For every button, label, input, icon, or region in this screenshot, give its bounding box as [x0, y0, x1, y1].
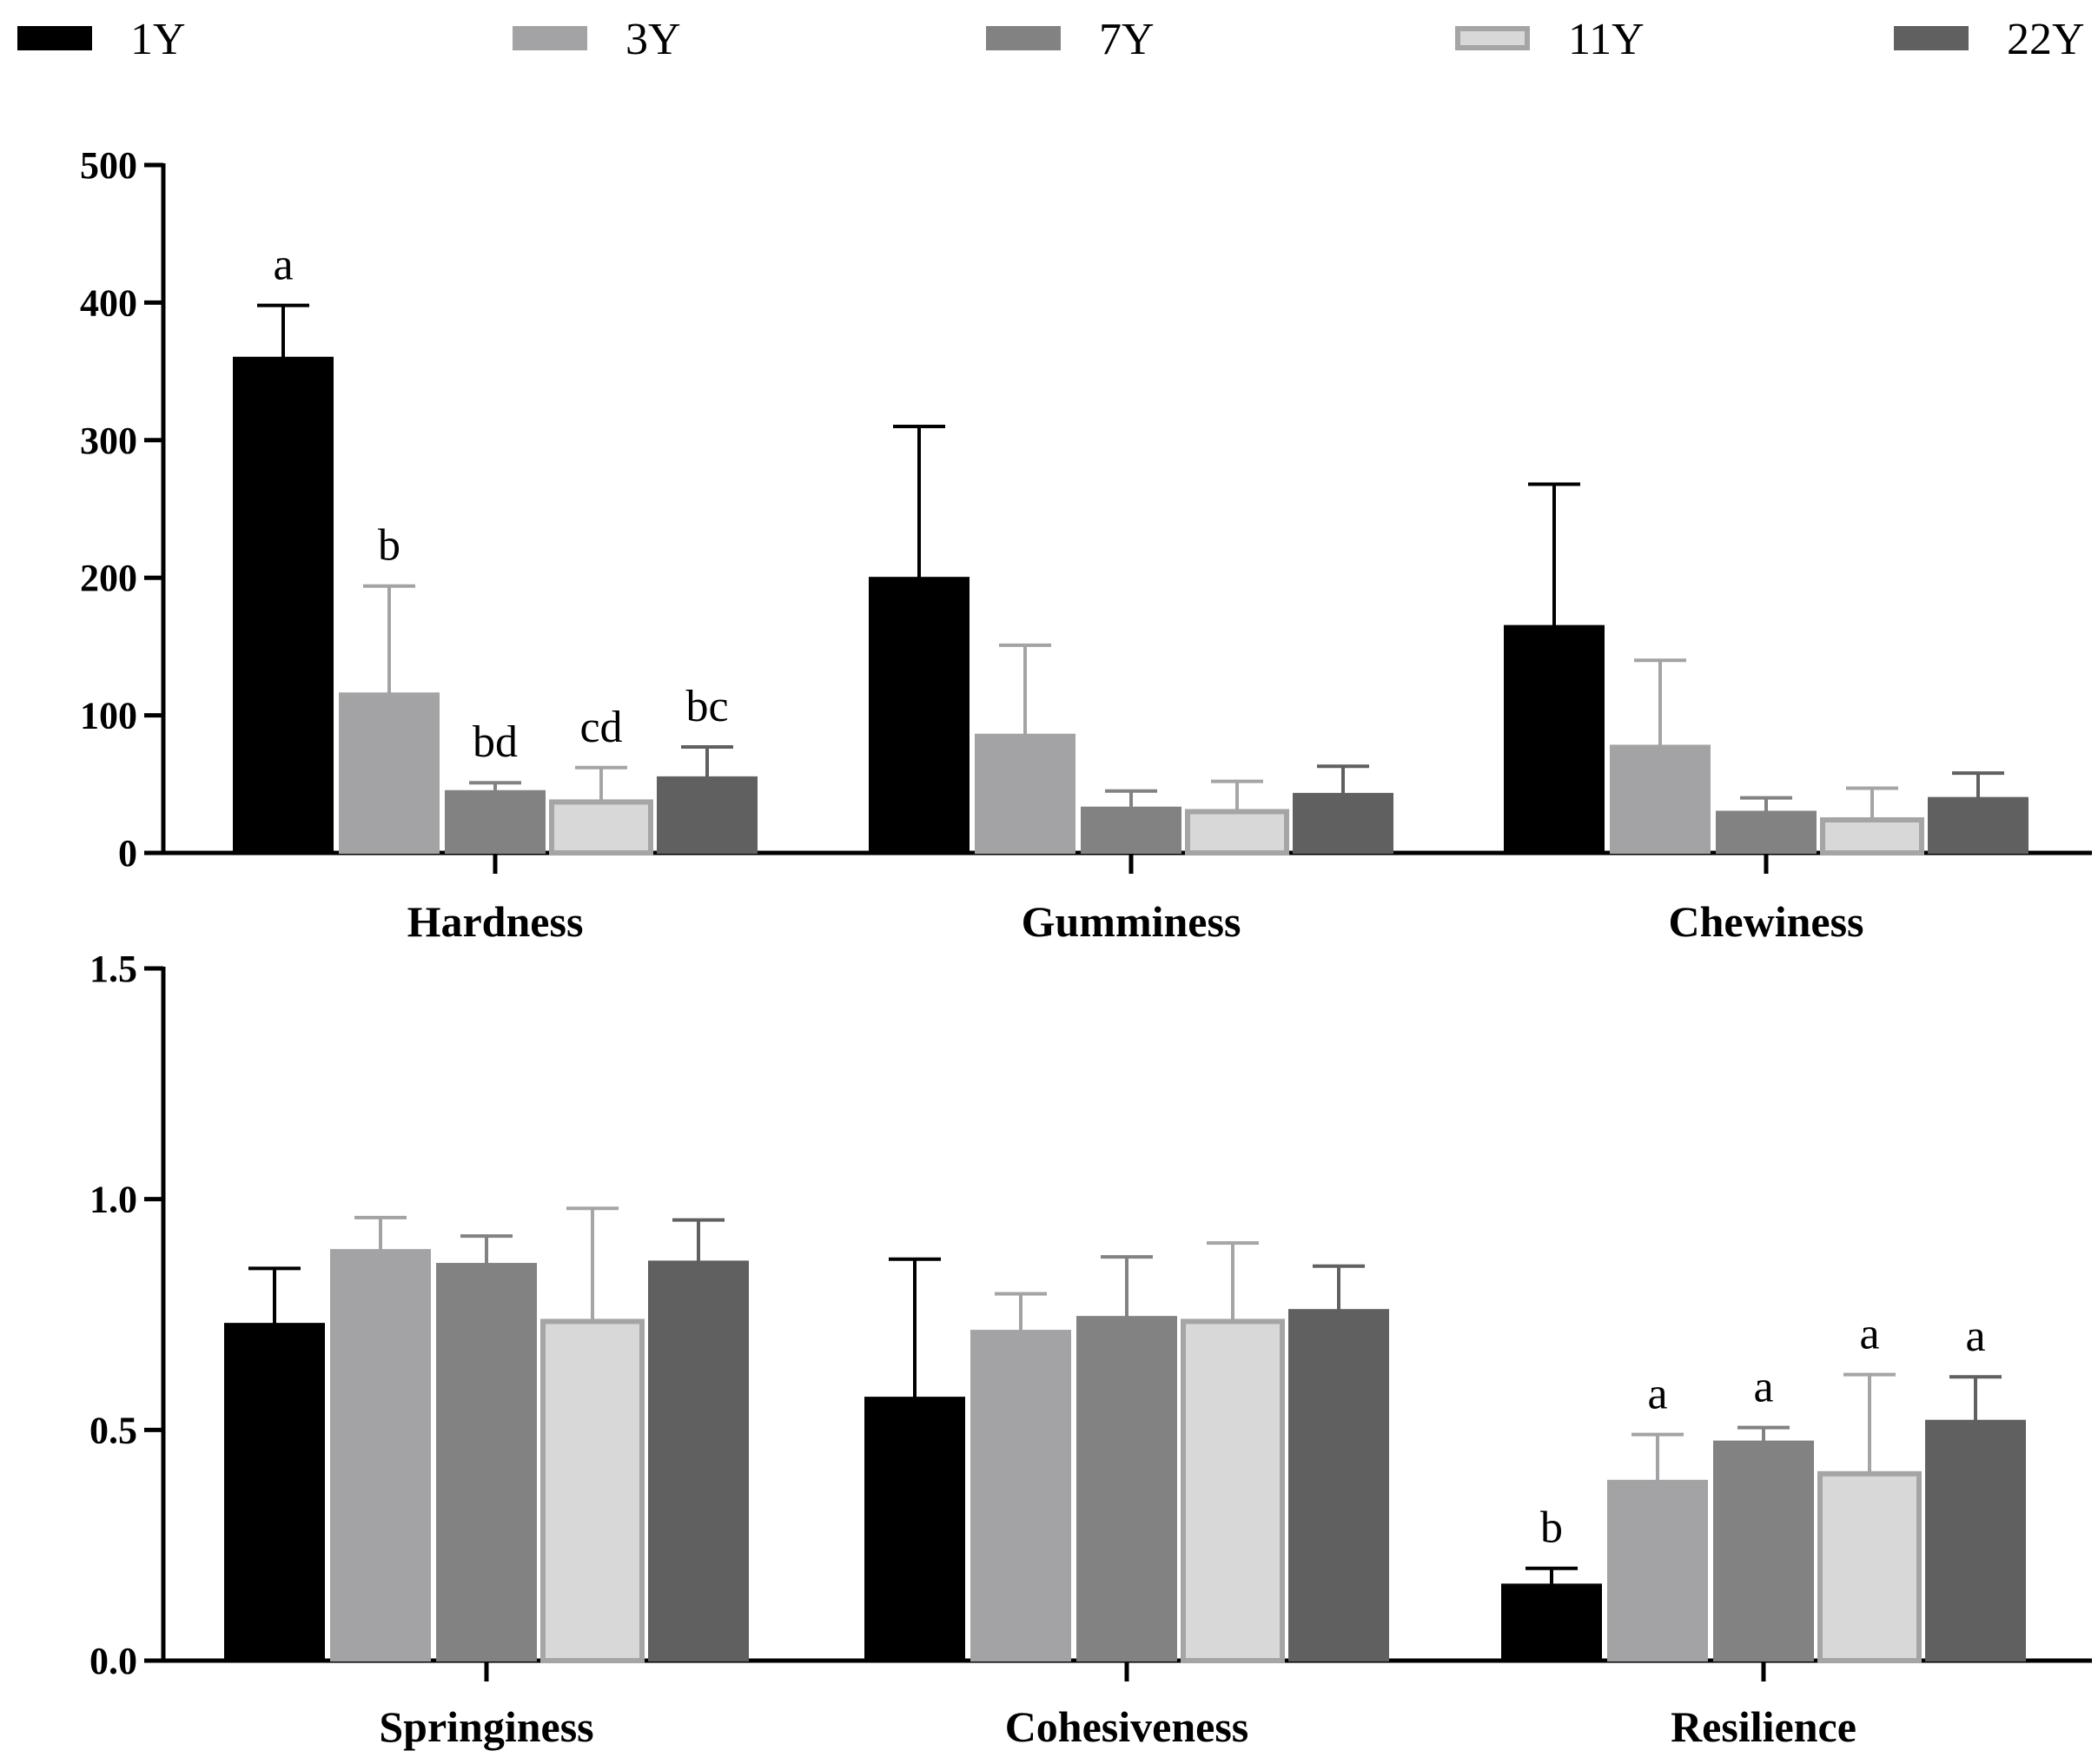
significance-label: a — [1965, 1311, 1985, 1361]
bar-3y-chewiness — [1610, 744, 1711, 854]
x-tick-label: Gumminess — [1022, 897, 1241, 946]
y-tick-label: 0.5 — [89, 1409, 137, 1451]
legend-swatch-1y — [17, 26, 92, 50]
bar-3y-gumminess — [975, 733, 1075, 854]
bar-22y-chewiness — [1928, 796, 2029, 855]
bar-11y-gumminess — [1185, 809, 1289, 856]
y-tick-label: 200 — [80, 557, 137, 599]
legend-label-22y: 22Y — [2007, 15, 2085, 64]
legend-label-11y: 11Y — [1568, 15, 1645, 64]
significance-label: a — [273, 241, 293, 290]
legend-swatch-11y — [1455, 26, 1530, 50]
bar-11y-chewiness — [1820, 816, 1924, 856]
legend-label-1y: 1Y — [130, 15, 186, 64]
bar-22y-springiness — [648, 1260, 749, 1662]
y-tick-label: 400 — [80, 281, 137, 324]
bar-22y-resilience — [1925, 1419, 2026, 1662]
bar-7y-springiness — [436, 1263, 537, 1662]
bar-1y-springiness — [224, 1323, 325, 1662]
significance-label: a — [1859, 1310, 1879, 1359]
significance-label: a — [1753, 1363, 1773, 1412]
y-tick-label: 300 — [80, 420, 137, 462]
bar-11y-springiness — [540, 1318, 645, 1663]
bar-1y-cohesiveness — [864, 1397, 965, 1662]
significance-label: b — [1540, 1503, 1563, 1553]
bar-7y-chewiness — [1716, 810, 1817, 854]
x-tick-label: Resilience — [1671, 1702, 1856, 1751]
bar-11y-cohesiveness — [1181, 1318, 1285, 1663]
y-tick-label: 0 — [118, 832, 137, 875]
significance-label: a — [1647, 1370, 1667, 1419]
legend-swatch-22y — [1894, 26, 1969, 50]
bar-22y-gumminess — [1293, 792, 1393, 854]
legend-swatch-3y — [513, 26, 587, 50]
bar-1y-chewiness — [1504, 624, 1605, 854]
bar-3y-cohesiveness — [970, 1330, 1071, 1662]
legend-swatch-7y — [986, 26, 1061, 50]
x-tick-label: Hardness — [407, 897, 584, 946]
legend-label-7y: 7Y — [1099, 15, 1155, 64]
significance-label: b — [378, 521, 400, 571]
y-tick-label: 1.5 — [89, 948, 137, 990]
y-tick-label: 500 — [80, 144, 137, 187]
significance-label: bc — [685, 682, 728, 731]
y-tick-label: 1.0 — [89, 1179, 137, 1221]
bar-11y-hardness — [549, 799, 653, 856]
bar-7y-hardness — [445, 790, 546, 854]
y-tick-label: 0.0 — [89, 1640, 137, 1682]
chart-panel-top: 0 100 200 300 400 500 Hardness a b bd cd bc Gummines… — [80, 144, 2092, 946]
significance-label: cd — [579, 703, 622, 752]
x-tick-label: Chewiness — [1668, 897, 1863, 946]
bar-1y-gumminess — [869, 577, 970, 854]
significance-label: bd — [473, 717, 518, 767]
bar-1y-resilience — [1501, 1583, 1602, 1662]
chart-panel-bottom: 0.0 0.5 1.0 1.5 Springiness Cohesiveness Resil… — [89, 948, 2092, 1751]
x-tick-label: Springiness — [379, 1702, 593, 1751]
bar-3y-springiness — [330, 1249, 431, 1662]
x-tick-label: Cohesiveness — [1005, 1702, 1249, 1751]
bar-22y-cohesiveness — [1288, 1309, 1389, 1662]
bar-7y-resilience — [1713, 1440, 1814, 1662]
bar-22y-hardness — [657, 776, 758, 855]
legend: 1Y 3Y 7Y 11Y 22Y — [17, 15, 2085, 64]
legend-label-3y: 3Y — [625, 15, 681, 64]
bar-11y-resilience — [1817, 1470, 1922, 1664]
y-tick-label: 100 — [80, 695, 137, 737]
bar-7y-gumminess — [1081, 806, 1181, 855]
bar-3y-hardness — [339, 692, 440, 854]
bar-1y-hardness — [233, 356, 334, 854]
bar-3y-resilience — [1607, 1479, 1708, 1662]
bar-7y-cohesiveness — [1076, 1316, 1177, 1662]
